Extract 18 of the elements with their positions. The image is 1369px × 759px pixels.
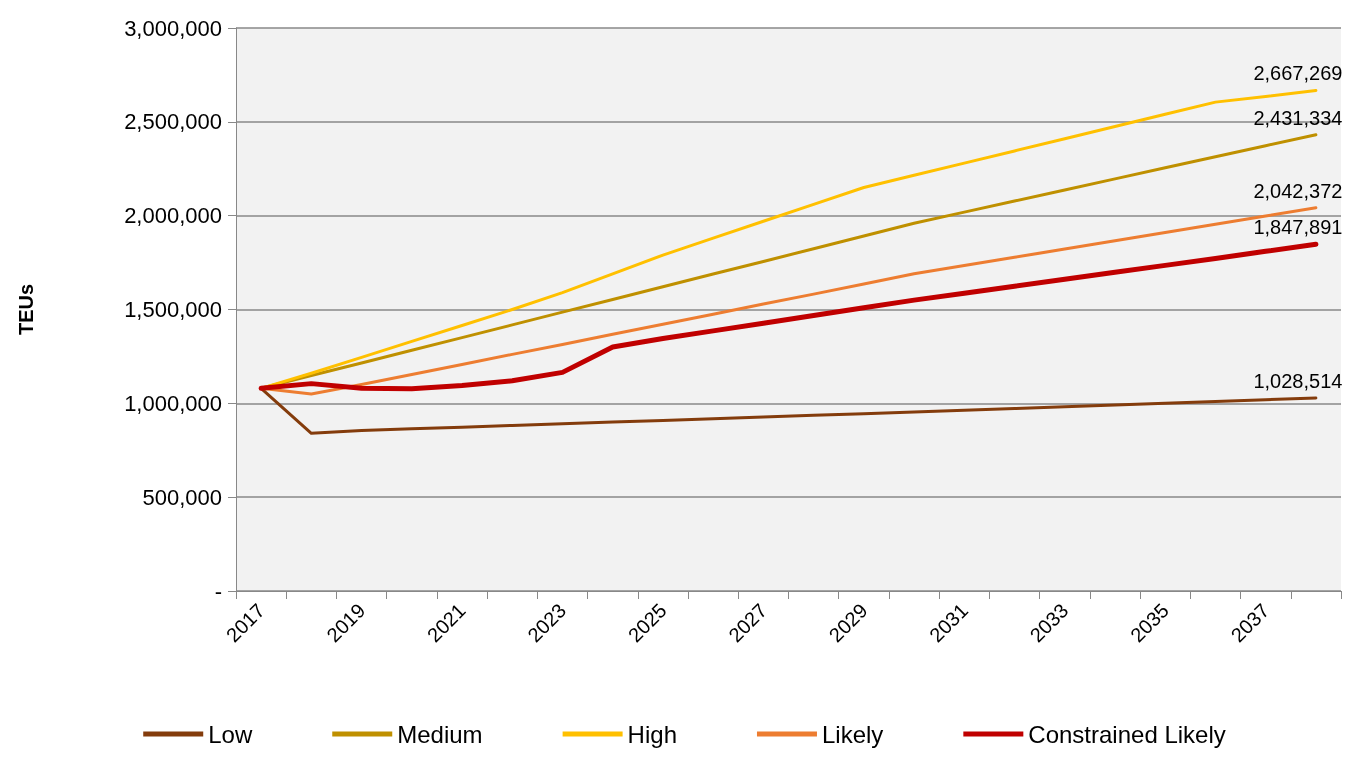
y-tick-label: 3,000,000 [124,15,222,41]
y-tick-label: 2,000,000 [124,203,222,229]
legend-label: High [627,720,677,748]
y-tick-label: 1,000,000 [124,390,222,416]
legend-label: Constrained Likely [1028,720,1226,748]
legend-label: Low [208,720,253,748]
y-tick-label: 500,000 [142,484,222,510]
y-tick-label: - [214,578,222,604]
data-label: 2,042,372 [1253,179,1343,202]
legend-label: Medium [397,720,483,748]
y-tick-label: 2,500,000 [124,109,222,135]
y-axis-title: TEUs [15,283,37,336]
data-label: 1,847,891 [1253,216,1343,239]
legend-label: Likely [821,720,884,748]
y-tick-label: 1,500,000 [124,297,222,322]
data-label: 2,431,334 [1253,106,1343,129]
data-label: 1,028,514 [1253,369,1343,392]
data-label: 2,667,269 [1253,62,1343,85]
